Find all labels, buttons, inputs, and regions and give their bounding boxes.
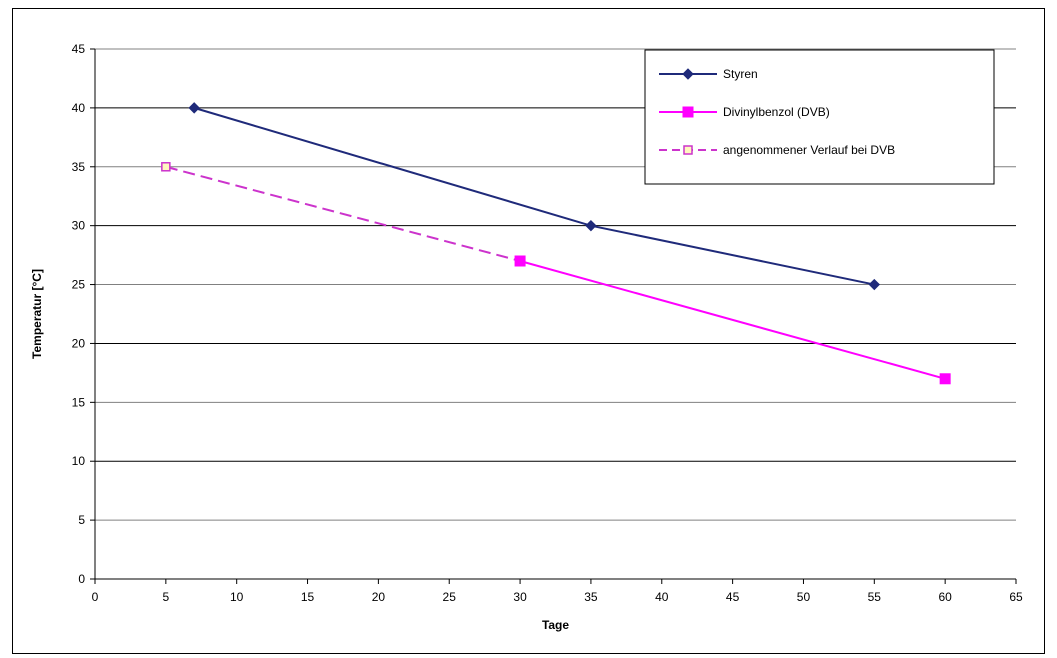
- legend: Styren Divinylbenzol (DVB) angenommener Ve…: [644, 49, 995, 185]
- x-tick-label-15: 15: [301, 590, 315, 604]
- y-tick-label-25: 25: [72, 278, 86, 292]
- x-tick-label-25: 25: [443, 590, 457, 604]
- x-tick-label-45: 45: [726, 590, 740, 604]
- line-chart: 0 5 10 15 20 25 30 35 40 45 0 5 10 15 20 25 30 35 40 45 50 5…: [30, 42, 1023, 632]
- legend-marker-2: [683, 145, 693, 155]
- x-tick-label-30: 30: [513, 590, 527, 604]
- series-line-2: [165, 165, 521, 262]
- x-tick-label-50: 50: [797, 590, 811, 604]
- grid-lines: [95, 48, 1016, 521]
- y-tick-labels: 0 5 10 15 20 25 30 35 40 45: [72, 42, 86, 586]
- data-point-s1-1: [939, 373, 951, 385]
- chart-frame: 0 5 10 15 20 25 30 35 40 45 0 5 10 15 20 25 30 35 40 45 50 5…: [12, 8, 1045, 654]
- x-tick-label-35: 35: [584, 590, 598, 604]
- y-tick-label-15: 15: [72, 395, 86, 409]
- x-tick-label-5: 5: [163, 590, 170, 604]
- x-tick-label-55: 55: [868, 590, 882, 604]
- series-line-1: [519, 260, 946, 380]
- y-tick-label-10: 10: [72, 454, 86, 468]
- data-point-s2-0: [161, 162, 171, 172]
- x-tick-label-60: 60: [938, 590, 952, 604]
- data-point-s1-0: [514, 255, 526, 267]
- legend-label-2: angenommener Verlauf bei DVB: [723, 143, 895, 157]
- y-tick-label-30: 30: [72, 219, 86, 233]
- y-tick-label-45: 45: [72, 42, 86, 56]
- y-tick-label-5: 5: [78, 513, 85, 527]
- legend-marker-1: [682, 106, 694, 118]
- x-tick-label-10: 10: [230, 590, 244, 604]
- data-point-s0-1: [585, 219, 597, 232]
- x-tick-label-20: 20: [372, 590, 386, 604]
- x-tick-label-65: 65: [1009, 590, 1023, 604]
- y-axis-title: Temperatur [°C]: [30, 269, 44, 359]
- data-point-s0-2: [868, 278, 881, 291]
- y-tick-label-20: 20: [72, 336, 86, 350]
- x-tick-label-40: 40: [655, 590, 669, 604]
- x-tick-label-0: 0: [92, 590, 99, 604]
- y-tick-label-35: 35: [72, 160, 86, 174]
- legend-label-1: Divinylbenzol (DVB): [723, 105, 830, 119]
- data-point-s0-0: [188, 102, 200, 114]
- axes: [90, 48, 1017, 584]
- legend-box: [644, 49, 995, 185]
- series-group: [161, 102, 951, 385]
- x-axis-title: Tage: [542, 618, 569, 632]
- legend-label-0: Styren: [723, 67, 758, 81]
- y-tick-label-40: 40: [72, 101, 86, 115]
- legend-marker-0: [682, 68, 694, 80]
- y-tick-label-0: 0: [78, 572, 85, 586]
- x-tick-labels: 0 5 10 15 20 25 30 35 40 45 50 55 60 65: [92, 590, 1023, 604]
